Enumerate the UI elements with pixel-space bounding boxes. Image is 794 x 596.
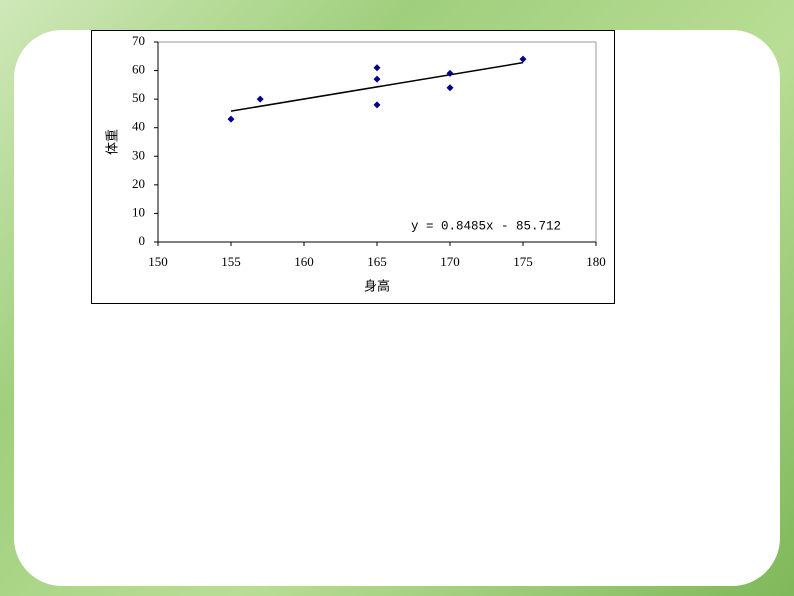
data-point	[256, 95, 264, 103]
y-tick-label: 20	[132, 176, 145, 191]
y-tick-label: 50	[132, 90, 145, 105]
x-axis-label: 身高	[364, 279, 390, 295]
y-tick-label: 30	[132, 147, 145, 162]
x-tick-label: 150	[148, 254, 168, 269]
y-tick-label: 70	[132, 33, 145, 48]
y-tick-label: 60	[132, 62, 145, 77]
x-tick-label: 180	[586, 254, 606, 269]
data-point	[446, 84, 454, 92]
x-tick-label: 175	[513, 254, 533, 269]
trendline	[230, 61, 524, 112]
x-tick-label: 160	[294, 254, 314, 269]
data-point	[373, 64, 381, 72]
y-axis-label: 体重	[105, 129, 121, 155]
trendline-equation: y = 0.8485x - 85.712	[411, 219, 561, 233]
data-point	[373, 75, 381, 83]
data-point	[446, 69, 454, 77]
data-point	[373, 101, 381, 109]
x-tick-label: 165	[367, 254, 387, 269]
y-tick-label: 0	[139, 233, 146, 248]
y-tick-label: 10	[132, 204, 145, 219]
x-tick-label: 155	[221, 254, 241, 269]
data-point	[519, 55, 527, 63]
x-tick-label: 170	[440, 254, 460, 269]
chart-frame	[91, 30, 615, 304]
data-point	[227, 115, 235, 123]
y-tick-label: 40	[132, 119, 145, 134]
